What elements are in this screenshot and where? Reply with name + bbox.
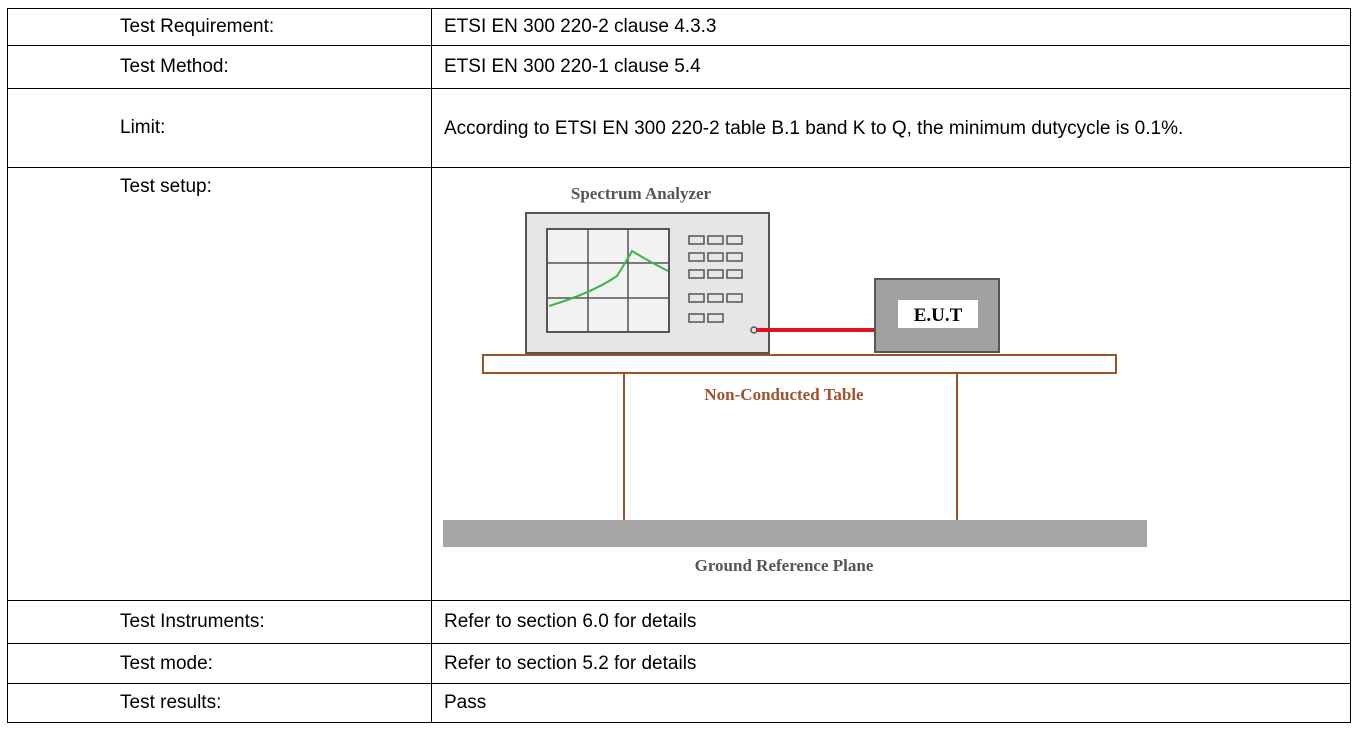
setup-cell: Spectrum Analyzer E.U.T Non-Conducted Ta… [432, 168, 1351, 601]
page: {"table": {"rows": [ ["Test Requirement:… [0, 0, 1359, 729]
label: Test Instruments: [8, 601, 432, 644]
test-table: Test Requirement:ETSI EN 300 220-2 claus… [7, 8, 1351, 723]
table-label: Non-Conducted Table [704, 385, 864, 404]
ground-label: Ground Reference Plane [695, 556, 874, 575]
label: Test Method: [8, 46, 432, 89]
analyzer-label: Spectrum Analyzer [571, 184, 712, 203]
label: Test Requirement: [8, 9, 432, 46]
value: ETSI EN 300 220-1 clause 5.4 [432, 46, 1351, 89]
eut-label: E.U.T [914, 305, 963, 326]
label: Limit: [8, 89, 432, 168]
value: Pass [432, 684, 1351, 723]
label: Test results: [8, 684, 432, 723]
value: According to ETSI EN 300 220-2 table B.1… [432, 89, 1351, 168]
setup-diagram: Spectrum Analyzer E.U.T Non-Conducted Ta… [432, 168, 1350, 600]
label: Test setup: [8, 168, 432, 601]
ground-plane [443, 520, 1147, 547]
value: Refer to section 5.2 for details [432, 644, 1351, 684]
value: Refer to section 6.0 for details [432, 601, 1351, 644]
value: ETSI EN 300 220-2 clause 4.3.3 [432, 9, 1351, 46]
table-top [483, 355, 1116, 373]
label: Test mode: [8, 644, 432, 684]
